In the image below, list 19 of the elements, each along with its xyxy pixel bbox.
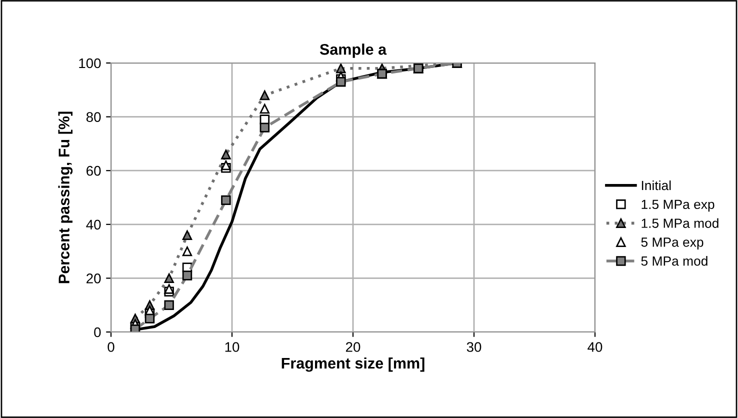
y-tick-label: 0 — [94, 327, 101, 338]
x-tick-label: 20 — [346, 342, 360, 352]
legend-label: 5 MPa mod — [641, 256, 708, 266]
y-tick-label: 100 — [79, 58, 101, 68]
chart-title: Sample a — [320, 44, 387, 58]
legend-label: 1.5 MPa exp — [642, 200, 714, 212]
legend-label: Initial — [642, 180, 671, 190]
y-tick-label: 20 — [86, 274, 101, 284]
x-tick-label: 0 — [108, 342, 114, 352]
y-tick-label: 40 — [86, 220, 101, 230]
y-tick-label: 60 — [86, 166, 101, 176]
legend-label: 5 MPa exp — [641, 238, 704, 250]
legend-label: 1.5 MPa mod — [642, 218, 718, 228]
x-axis-title: Fragment size [mm] — [282, 357, 424, 372]
x-tick-label: 30 — [466, 342, 482, 352]
x-tick-label: 10 — [225, 342, 240, 352]
x-tick-label: 40 — [588, 342, 602, 352]
y-tick-label: 80 — [86, 112, 101, 122]
y-axis-title: Percent passing, Fu [%] — [58, 112, 73, 284]
